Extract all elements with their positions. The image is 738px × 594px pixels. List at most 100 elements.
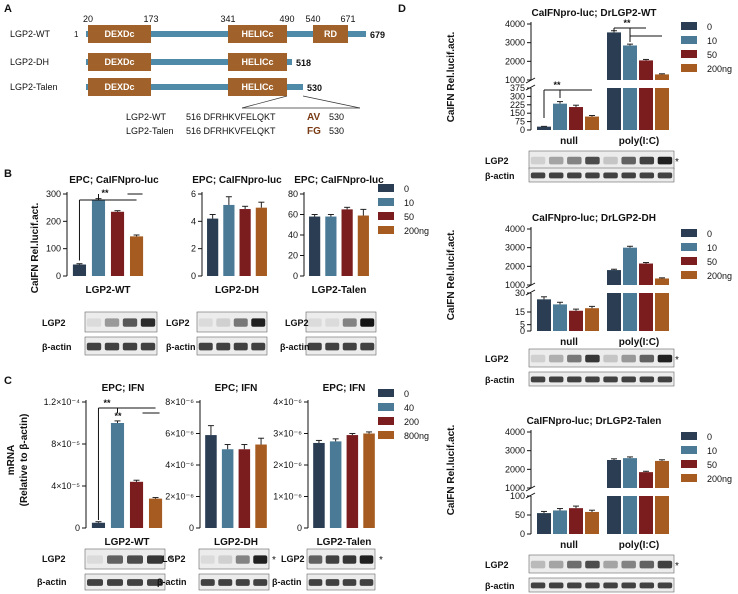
y-tick-label: 50 <box>515 510 525 520</box>
blot-band <box>147 579 163 586</box>
blot-band <box>585 376 600 383</box>
group-label: null <box>560 337 578 348</box>
y-tick-label: 2000 <box>505 464 525 474</box>
blot-asterisk: * <box>169 555 173 566</box>
group-label: null <box>560 540 578 551</box>
y-tick-label: 1×10⁻⁶ <box>273 492 302 502</box>
legend-c-swatch <box>378 403 394 411</box>
chart-C3: EPC; IFN 0 1×10⁻⁶ 2×10⁻⁶ 3×10⁻⁶ 4×10⁻⁶ LGP2-Ta… <box>273 383 371 548</box>
position-label: 341 <box>220 14 235 24</box>
legend-d3-label: 0 <box>707 432 712 442</box>
blot-actin-c <box>198 573 270 591</box>
bar-C3-1 <box>329 441 342 528</box>
blot-band <box>548 156 564 165</box>
y-tick-label: 4000 <box>505 427 525 437</box>
y-tick-label: 0 <box>520 125 525 135</box>
blot-band <box>342 579 357 586</box>
panel-d-ylabel: CaIFN Rel.lucif.act. <box>446 229 457 320</box>
position-label: 490 <box>279 14 294 24</box>
y-tick-label: 100 <box>510 491 525 501</box>
construct-name: LGP2-Talen <box>10 82 58 92</box>
bar-D3-lower <box>623 496 637 534</box>
y-tick-label: 1000 <box>505 483 525 493</box>
legend-b-label: 10 <box>404 198 414 208</box>
y-tick-label: 60 <box>288 210 298 220</box>
y-tick-label: 30 <box>515 288 525 298</box>
legend-c-swatch <box>378 417 394 425</box>
domain-helicc <box>228 78 287 96</box>
sequence-end: 530 <box>329 112 344 122</box>
blot-actin-c <box>84 573 166 591</box>
blot-band <box>530 172 546 179</box>
bar-D1-lower <box>623 88 637 130</box>
legend-c-swatch <box>378 389 394 397</box>
blot-band <box>251 318 266 327</box>
blot-asterisk: * <box>675 157 679 168</box>
blot-band <box>122 318 138 327</box>
construct-backbone <box>86 59 292 65</box>
bar-C1-3 <box>148 498 163 528</box>
blot-band <box>307 318 322 327</box>
blot-band <box>122 342 138 351</box>
blot-band <box>140 318 156 327</box>
blot-band <box>530 354 546 363</box>
zoom-line <box>302 95 361 109</box>
y-tick-label: 0 <box>75 523 80 533</box>
sequence-mutation: AV <box>307 112 320 123</box>
position-label: 540 <box>305 14 320 24</box>
legend-d2-swatch <box>681 229 697 237</box>
y-tick-label: 300 <box>46 189 61 199</box>
domain-dexdc-label: DEXDc <box>104 29 134 39</box>
blot-lgp2-c-frame <box>84 548 166 570</box>
panel-c-ylabel: (Relative to β-actin) <box>19 414 30 507</box>
legend-d1-label: 200ng <box>707 64 732 74</box>
blot-label-actin: β-actin <box>166 342 196 352</box>
blot-band <box>567 560 582 569</box>
panel-letter-a: A <box>4 3 12 15</box>
blot-asterisk: * <box>379 555 383 566</box>
y-tick-label: 2000 <box>505 261 525 271</box>
chart-xlabel: LGP2-WT <box>86 285 131 296</box>
blot-lgp2-c <box>84 548 166 570</box>
domain-dexdc <box>88 53 151 71</box>
bar-D2-lower <box>607 293 621 331</box>
legend-d2-label: 0 <box>707 229 712 239</box>
legend-d1-swatch <box>681 50 697 58</box>
blot-band <box>200 555 215 564</box>
blot-band <box>639 560 655 569</box>
legend-b-swatch <box>378 226 394 234</box>
blot-band <box>585 560 600 569</box>
y-tick-label: 5 <box>520 320 525 330</box>
bar-B2-1 <box>223 204 235 276</box>
y-tick-label: 1000 <box>505 280 525 290</box>
blot-asterisk: * <box>675 561 679 572</box>
blot-band <box>359 579 374 586</box>
panel-c-ylabel: mRNA <box>6 445 17 476</box>
y-tick-label: 225 <box>510 100 525 110</box>
bar-D1-lower <box>639 88 653 130</box>
chart-B1: EPC; CaIFNpro-luc 0 100 200 300 LGP2-WT <box>46 175 159 296</box>
y-tick-label: 0 <box>520 326 525 336</box>
legend-d2-swatch <box>681 243 697 251</box>
bar-D2-lower <box>639 293 653 331</box>
blot-band <box>530 156 546 165</box>
y-tick-label: 0 <box>189 523 194 533</box>
bar-D2 <box>569 310 583 331</box>
significance-label: ** <box>103 398 111 408</box>
chart-title: CaIFNpro-luc; DrLGP2-DH <box>532 213 656 224</box>
bar-B3-2 <box>341 209 353 276</box>
sequence-name: LGP2-Talen <box>126 126 174 136</box>
legend-b-label: 200ng <box>404 226 429 236</box>
legend-d2-label: 50 <box>707 257 717 267</box>
bar-D2 <box>537 299 551 331</box>
chart-xlabel: LGP2-Talen <box>317 537 372 548</box>
blot-band <box>127 555 143 564</box>
chart-title: EPC; IFN <box>323 383 366 394</box>
blot-band <box>621 582 636 589</box>
y-tick-label: 4000 <box>505 19 525 29</box>
blot-band <box>342 342 357 351</box>
legend-d2-label: 10 <box>707 243 717 253</box>
blot-lgp2-d-frame <box>528 554 675 574</box>
legend-d3-label: 200ng <box>707 474 732 484</box>
blot-band <box>603 156 618 165</box>
